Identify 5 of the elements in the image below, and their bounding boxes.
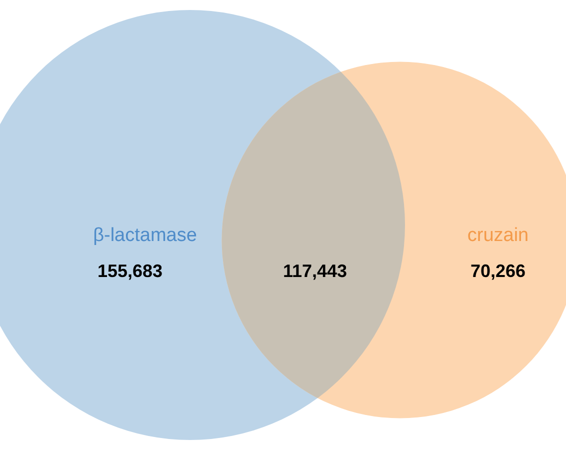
category-label: cruzain — [467, 225, 529, 246]
data-label: 117,443 — [282, 260, 348, 281]
data-label: 70,266 — [470, 260, 526, 281]
data-label: 155,683 — [97, 260, 163, 281]
category-label: β-lactamase — [93, 225, 197, 246]
